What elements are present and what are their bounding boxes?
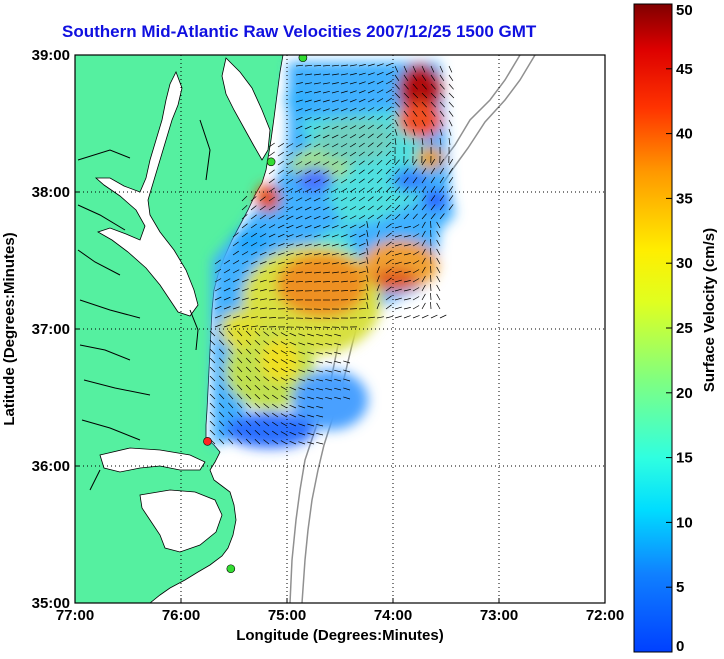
x-tick-label: 73:00 bbox=[480, 607, 518, 624]
radar-station-marker bbox=[226, 564, 236, 574]
radar-station-marker bbox=[203, 437, 212, 446]
x-tick-label: 75:00 bbox=[268, 607, 306, 624]
y-tick-label: 36:00 bbox=[32, 458, 70, 475]
y-tick-label: 37:00 bbox=[32, 321, 70, 338]
colorbar-tick-label: 50 bbox=[676, 2, 693, 19]
colorbar-tick-label: 10 bbox=[676, 514, 693, 531]
radar-stations bbox=[203, 55, 308, 574]
radar-station-marker bbox=[298, 55, 308, 63]
colorbar-tick-label: 45 bbox=[676, 61, 693, 78]
y-tick-label: 38:00 bbox=[32, 184, 70, 201]
colorbar-tick-label: 15 bbox=[676, 450, 693, 467]
chesapeake-bay bbox=[94, 71, 199, 317]
x-axis-label: Longitude (Degrees:Minutes) bbox=[236, 627, 444, 644]
colorbar-tick-label: 5 bbox=[676, 579, 684, 596]
velocity-arrows bbox=[209, 62, 455, 445]
pamlico-sound bbox=[139, 489, 223, 553]
y-axis-label: Latitude (Degrees:Minutes) bbox=[1, 232, 18, 425]
x-axis-ticks: 77:00 76:00 75:00 74:00 73:00 72:00 bbox=[56, 598, 624, 624]
x-tick-label: 76:00 bbox=[162, 607, 200, 624]
y-tick-label: 39:00 bbox=[32, 47, 70, 64]
y-axis-ticks: 39:00 38:00 37:00 36:00 35:00 bbox=[32, 47, 80, 612]
x-tick-label: 72:00 bbox=[586, 607, 624, 624]
map-title-text: Southern Mid-Atlantic Raw Velocities 200… bbox=[62, 22, 537, 41]
colorbar-tick-label: 20 bbox=[676, 385, 693, 402]
delaware-bay bbox=[221, 57, 271, 161]
albemarle-sound bbox=[99, 447, 206, 473]
radar-station-marker bbox=[266, 157, 276, 167]
river-channels bbox=[77, 119, 211, 491]
x-tick-label: 77:00 bbox=[56, 607, 94, 624]
colorbar-tick-label: 35 bbox=[676, 190, 693, 207]
velocity-field bbox=[212, 62, 455, 448]
colorbar bbox=[633, 3, 673, 653]
colorbar-tick-label: 40 bbox=[676, 126, 693, 143]
grid-lines bbox=[75, 55, 605, 603]
colorbar-ticks: 0 5 10 15 20 25 30 35 40 45 50 bbox=[666, 2, 693, 655]
x-tick-label: 74:00 bbox=[374, 607, 412, 624]
colorbar-tick-label: 25 bbox=[676, 320, 693, 337]
y-tick-label: 35:00 bbox=[32, 595, 70, 612]
colorbar-tick-label: 0 bbox=[676, 638, 684, 655]
colorbar-label: Surface Velocity (cm/s) bbox=[701, 228, 718, 392]
colorbar-tick-label: 30 bbox=[676, 255, 693, 272]
map-title: Southern Mid-Atlantic Raw Velocities 200… bbox=[0, 22, 724, 44]
